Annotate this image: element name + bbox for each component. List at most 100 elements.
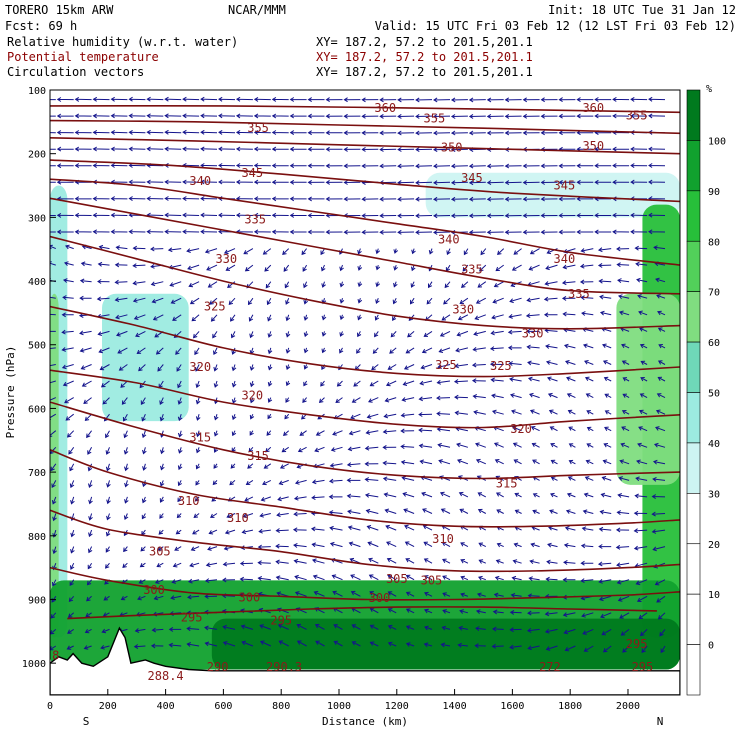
colorbar-label-0: 100	[708, 136, 726, 147]
vector-arrow-460	[133, 314, 146, 320]
vector-arrow-321	[150, 246, 164, 252]
vector-arrow-505	[321, 331, 327, 337]
vector-arrow-1047	[616, 579, 630, 585]
vector-arrow-1070	[405, 591, 415, 597]
vector-arrow-485	[581, 311, 594, 316]
colorbar-swatch-2	[686, 190, 701, 242]
vector-arrow-1189	[660, 645, 666, 654]
vector-arrow-446	[509, 297, 522, 304]
vector-arrow-740	[142, 447, 147, 455]
vector-arrow-87	[343, 130, 361, 136]
vector-arrow-526	[61, 347, 74, 352]
vector-arrow-598	[100, 380, 110, 388]
vector-arrow-314	[648, 229, 666, 235]
vector-arrow-772	[87, 463, 93, 472]
colorbar-unit: %	[706, 84, 712, 95]
vector-arrow-1108	[459, 609, 469, 614]
vector-arrow-1064	[294, 591, 307, 597]
vector-arrow-901	[514, 509, 522, 514]
vector-arrow-20	[397, 97, 415, 103]
vector-arrow-200	[486, 180, 504, 186]
vector-arrow-1125	[134, 628, 146, 633]
vector-arrow-201	[504, 180, 522, 186]
vector-arrow-1066	[332, 590, 343, 597]
vector-arrow-386	[62, 278, 74, 283]
vector-arrow-638	[195, 397, 201, 405]
vector-arrow-230	[397, 196, 415, 202]
vector-arrow-254	[200, 212, 218, 218]
vector-arrow-42	[164, 113, 182, 119]
vector-arrow-755	[400, 444, 415, 450]
vector-arrow-670	[141, 413, 146, 422]
vector-arrow-1173	[369, 641, 379, 647]
vector-arrow-789	[382, 460, 397, 466]
vector-arrow-691	[511, 409, 522, 415]
vector-arrow-43	[182, 113, 200, 119]
vector-arrow-688	[454, 410, 468, 416]
vector-arrow-594	[657, 360, 666, 365]
vector-arrow-897	[440, 508, 451, 514]
vector-arrow-437	[357, 298, 363, 304]
vector-arrow-273	[540, 213, 558, 219]
vector-arrow-293	[271, 229, 289, 235]
vector-arrow-1151	[601, 628, 612, 636]
vector-arrow-1009	[563, 560, 576, 565]
vector-arrow-1158	[100, 644, 110, 650]
vector-arrow-682	[350, 413, 361, 420]
x-tick-label-8: 1600	[500, 701, 524, 712]
vector-arrow-1033	[368, 574, 379, 581]
vector-arrow-238	[540, 196, 558, 202]
vector-arrow-903	[549, 509, 558, 514]
vector-arrow-253	[182, 212, 200, 218]
vector-arrow-1002	[442, 558, 451, 564]
vector-arrow-836	[601, 476, 612, 481]
vector-arrow-1103	[369, 607, 379, 614]
vector-arrow-781	[247, 463, 254, 469]
vector-arrow-6	[146, 96, 164, 102]
vector-arrow-1138	[369, 624, 379, 630]
vector-arrow-438	[375, 298, 380, 304]
vector-arrow-82	[253, 130, 271, 135]
vector-arrow-825	[401, 475, 415, 481]
vector-arrow-433	[285, 298, 290, 305]
field-name-vectors: Circulation vectors	[7, 65, 144, 79]
vector-arrow-941	[598, 526, 612, 532]
vector-arrow-336	[428, 248, 434, 255]
vector-arrow-739	[123, 447, 129, 455]
contour-label-29: 310	[227, 511, 249, 525]
vector-arrow-533	[194, 347, 200, 356]
vector-arrow-929	[385, 524, 397, 531]
vector-arrow-449	[561, 295, 576, 301]
contour-label-24: 320	[510, 422, 532, 436]
vector-arrow-283	[92, 229, 110, 235]
vector-arrow-9	[200, 96, 218, 102]
vector-arrow-287	[164, 229, 182, 235]
vector-arrow-47	[253, 113, 271, 119]
vector-arrow-776	[160, 463, 165, 471]
vector-arrow-1041	[511, 575, 522, 581]
vector-arrow-93	[450, 130, 468, 136]
vector-arrow-26	[504, 97, 522, 103]
vector-arrow-1130	[222, 624, 236, 630]
vector-arrow-115	[218, 146, 236, 152]
vector-arrow-77	[164, 129, 182, 135]
vector-arrow-1148	[544, 628, 558, 634]
vector-arrow-88	[361, 130, 379, 136]
vector-arrow-263	[361, 213, 379, 219]
vector-arrow-78	[182, 129, 200, 135]
vector-arrow-12	[253, 96, 271, 102]
vector-arrow-586	[508, 361, 522, 366]
vector-arrow-550	[489, 346, 504, 352]
vector-arrow-628	[640, 377, 648, 382]
vector-arrow-256	[235, 212, 253, 218]
vector-arrow-1180	[491, 643, 504, 649]
vector-arrow-976	[598, 544, 612, 549]
vector-arrow-771	[69, 463, 75, 472]
vector-arrow-295	[307, 229, 325, 235]
vector-arrow-1048	[635, 579, 648, 586]
vector-arrow-97	[522, 130, 540, 136]
vector-arrow-813	[195, 480, 200, 486]
vector-arrow-864	[477, 492, 487, 498]
vector-arrow-798	[550, 459, 558, 465]
vector-arrow-676	[249, 413, 255, 420]
